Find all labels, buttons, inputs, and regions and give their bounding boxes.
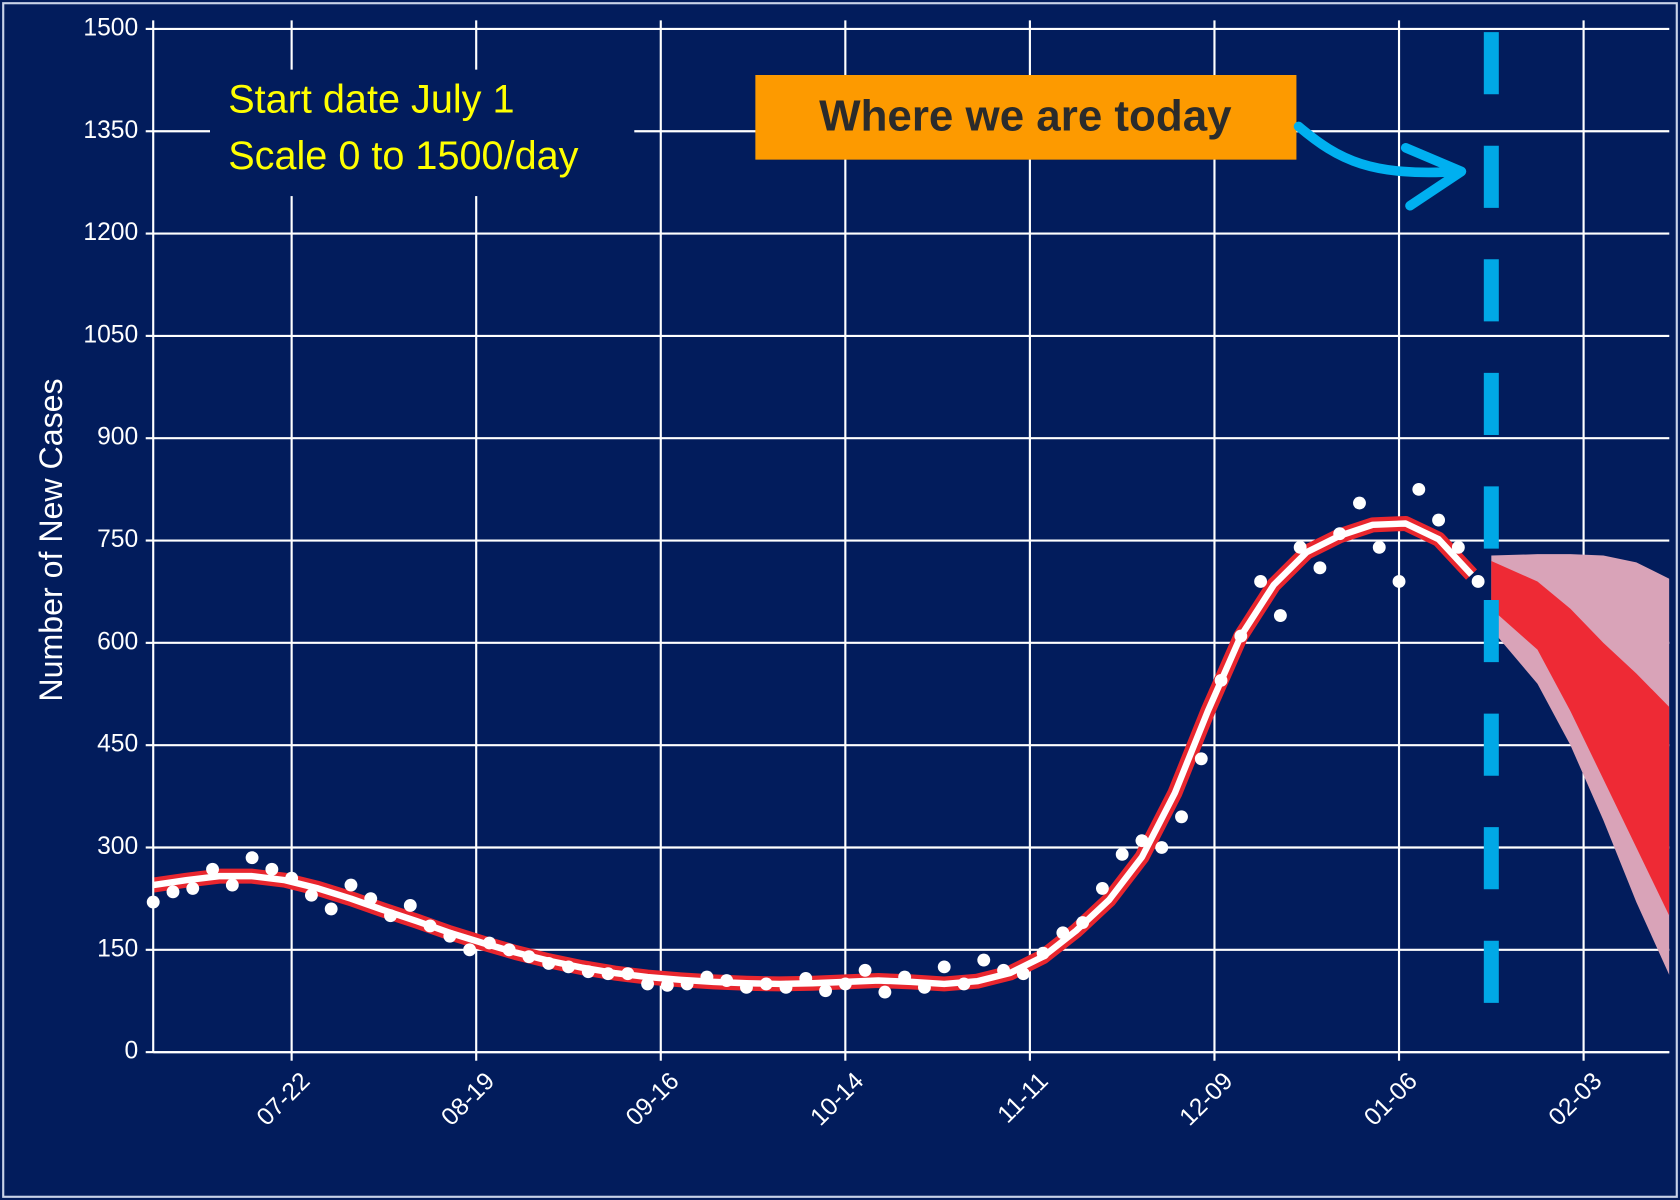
point xyxy=(858,963,872,977)
point xyxy=(1115,847,1129,861)
point xyxy=(1471,575,1485,588)
point xyxy=(285,871,299,885)
point xyxy=(1432,513,1446,527)
point xyxy=(1036,946,1050,960)
point xyxy=(660,978,674,992)
point xyxy=(1353,496,1366,510)
point xyxy=(1254,575,1268,588)
point xyxy=(1016,967,1030,981)
point xyxy=(562,960,575,974)
arrow-head xyxy=(1400,143,1467,211)
point xyxy=(819,984,832,998)
point xyxy=(700,970,714,984)
point xyxy=(1076,916,1090,929)
y-tick-label: 300 xyxy=(97,833,138,860)
point xyxy=(1234,629,1248,643)
point xyxy=(1372,540,1386,554)
y-tick-label: 1050 xyxy=(83,321,138,348)
point xyxy=(878,985,892,999)
point xyxy=(1135,834,1149,848)
point xyxy=(463,943,477,957)
point xyxy=(1155,841,1169,854)
point xyxy=(403,899,417,912)
point xyxy=(779,980,793,994)
points xyxy=(146,482,1485,999)
point xyxy=(977,953,991,967)
point xyxy=(937,960,951,974)
point xyxy=(621,967,635,981)
point xyxy=(1333,527,1347,541)
callout-box xyxy=(755,75,1297,160)
point xyxy=(482,936,496,950)
y-tick-label: 1500 xyxy=(83,14,138,41)
y-tick-label: 900 xyxy=(97,424,138,451)
arrow xyxy=(1293,121,1465,178)
forecast-bands xyxy=(1491,554,1670,976)
point xyxy=(542,957,556,970)
point xyxy=(1095,882,1109,895)
annotation-box xyxy=(210,69,635,197)
point xyxy=(1392,575,1406,588)
y-axis-label: Number of New Cases xyxy=(33,378,69,701)
point xyxy=(1056,926,1070,940)
point xyxy=(759,977,773,991)
point xyxy=(720,974,734,987)
point xyxy=(898,970,912,984)
y-tick-label: 450 xyxy=(97,731,138,758)
point xyxy=(304,888,318,902)
y-tick-label: 0 xyxy=(125,1038,139,1065)
point xyxy=(1313,561,1327,575)
point xyxy=(206,862,219,876)
point xyxy=(186,882,200,895)
annotation: Start date July 1 xyxy=(228,77,514,121)
point xyxy=(522,950,536,964)
y-tick-label: 150 xyxy=(97,935,138,962)
forecast-band xyxy=(1491,554,1670,976)
point xyxy=(740,980,753,994)
annotation: Scale 0 to 1500/day xyxy=(228,134,578,178)
point xyxy=(581,965,595,979)
point xyxy=(997,963,1010,977)
point xyxy=(1194,752,1208,766)
forecast-band xyxy=(1491,560,1670,916)
callout: Where we are today xyxy=(819,92,1232,141)
point xyxy=(324,902,338,916)
point xyxy=(799,972,813,985)
point xyxy=(245,851,259,865)
fit-line xyxy=(152,520,1474,988)
point xyxy=(838,977,852,991)
point xyxy=(344,878,358,892)
point xyxy=(423,919,437,933)
point xyxy=(384,909,397,923)
y-tick-label: 750 xyxy=(97,526,138,553)
point xyxy=(225,878,239,892)
point xyxy=(1412,482,1426,496)
point xyxy=(364,892,378,906)
point xyxy=(1293,540,1307,554)
point xyxy=(1273,609,1287,622)
y-tick-label: 600 xyxy=(97,628,138,655)
point xyxy=(443,929,457,943)
point xyxy=(265,862,279,876)
point xyxy=(1175,810,1188,824)
point xyxy=(918,980,931,994)
y-tick-label: 1200 xyxy=(83,219,138,246)
point xyxy=(1214,673,1228,687)
point xyxy=(957,977,971,991)
point xyxy=(502,943,516,957)
point xyxy=(1451,540,1465,554)
point xyxy=(601,967,615,981)
point xyxy=(166,885,180,899)
fit xyxy=(152,515,1478,992)
y-tick-label: 1350 xyxy=(83,117,138,144)
point xyxy=(641,977,655,991)
point xyxy=(680,977,694,991)
